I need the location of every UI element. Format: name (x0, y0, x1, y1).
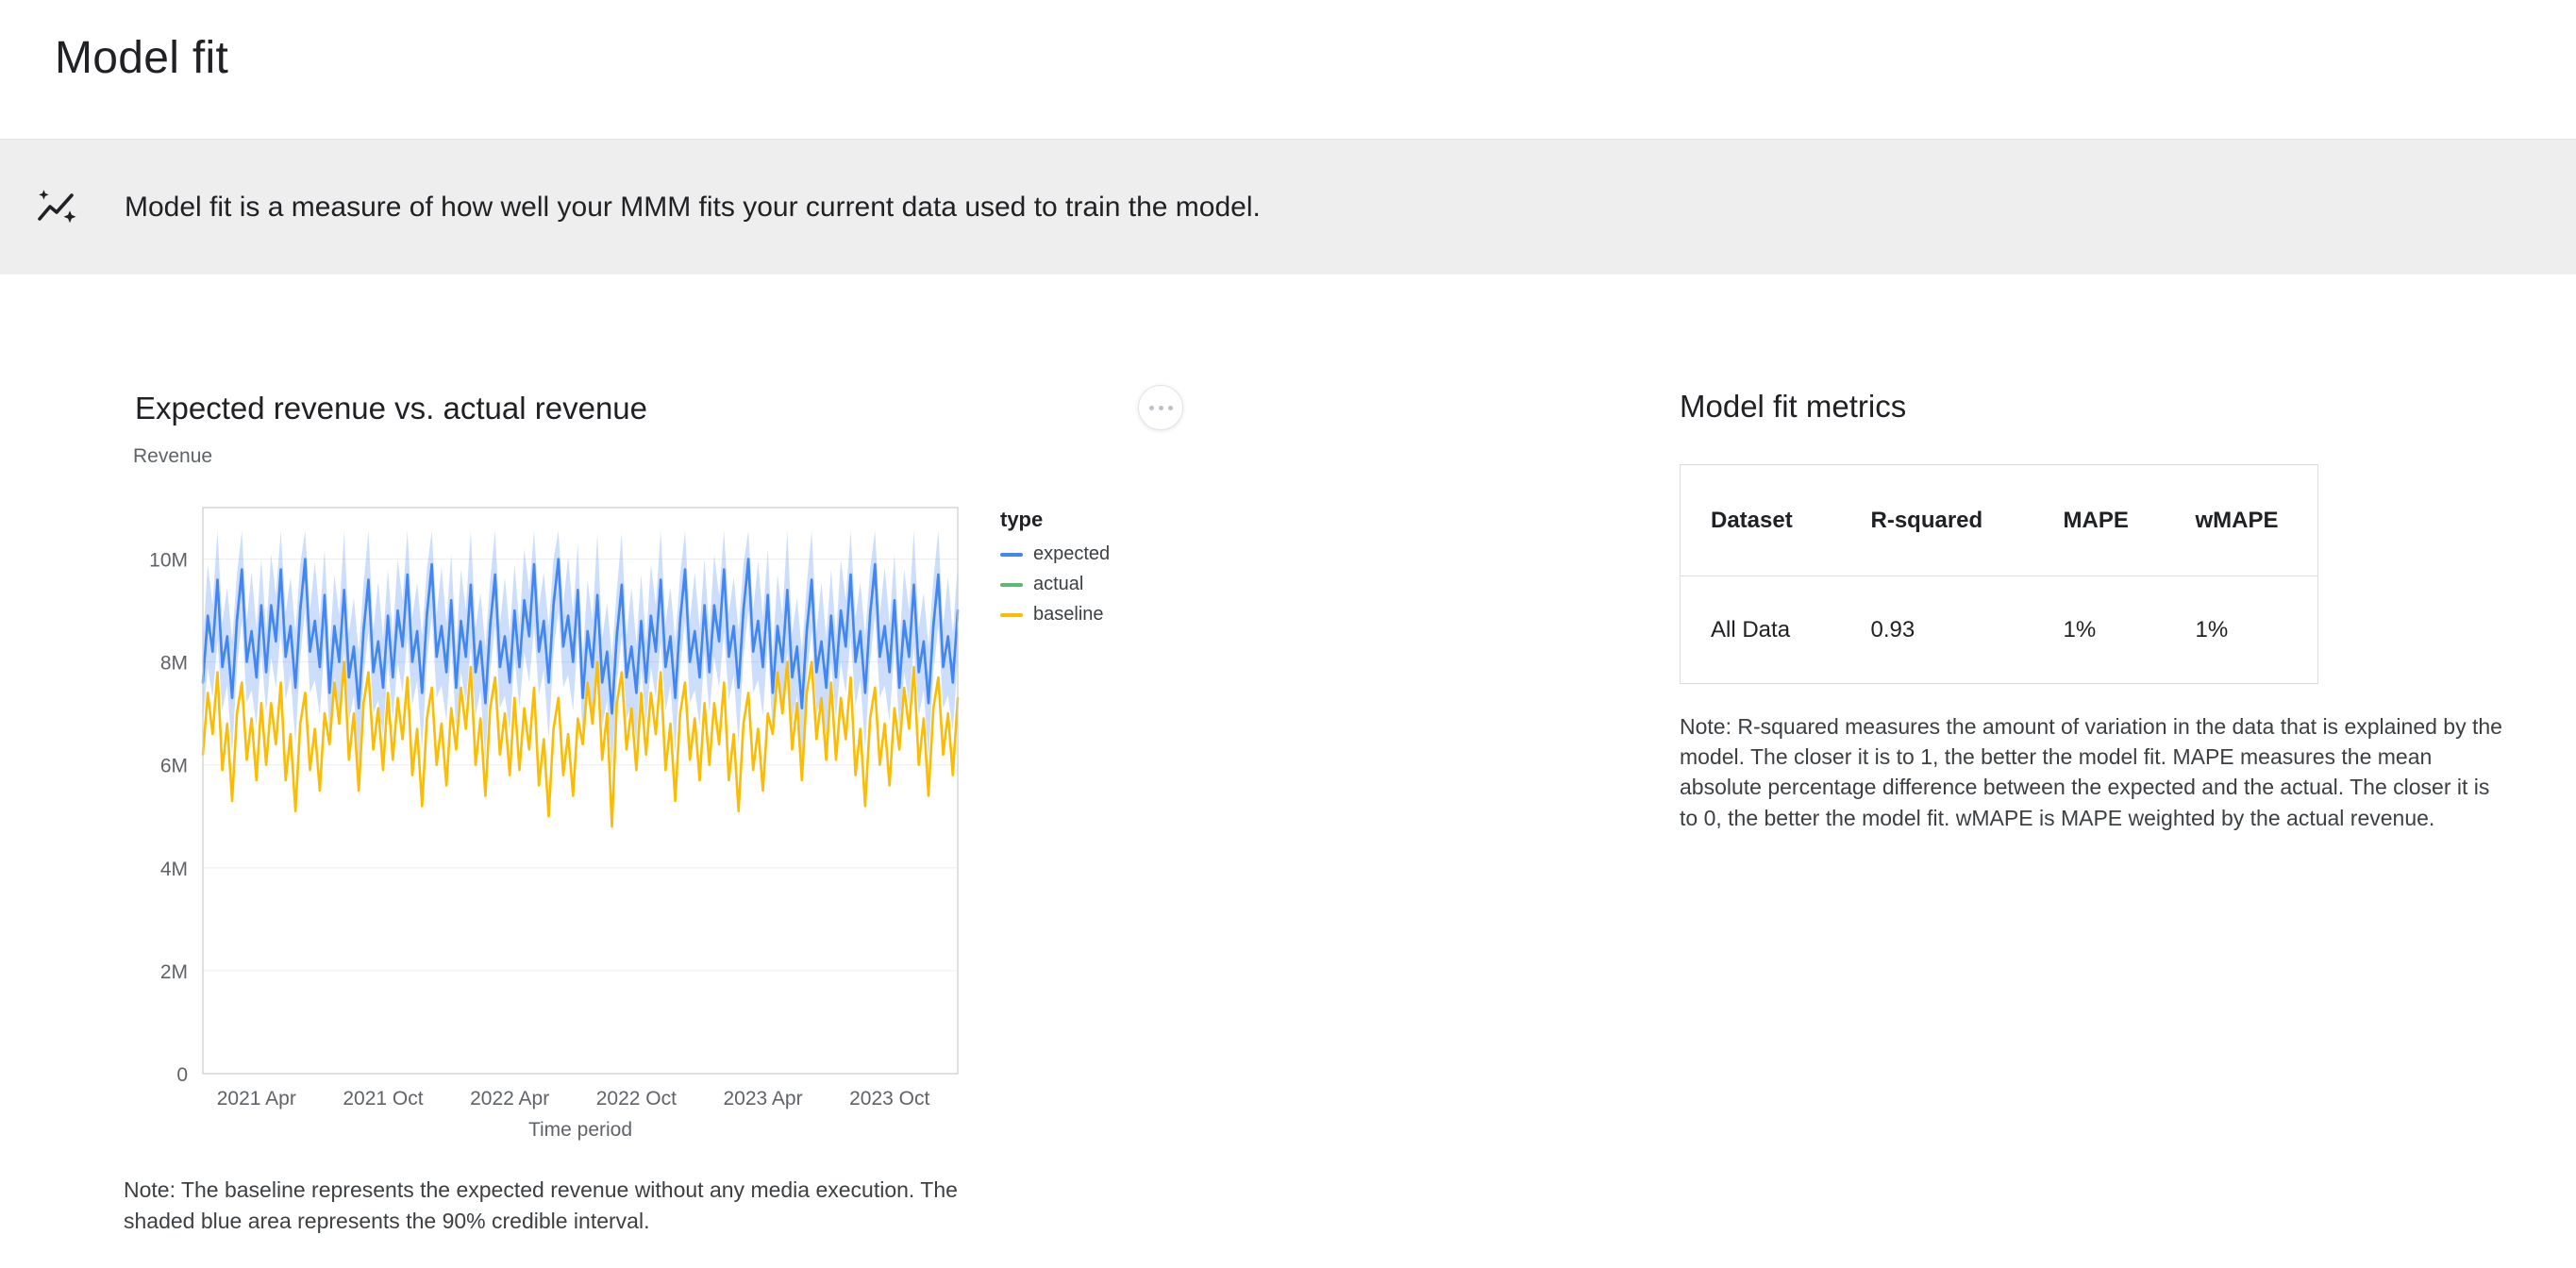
metrics-title: Model fit metrics (1680, 389, 1907, 424)
svg-text:8M: 8M (160, 653, 188, 675)
svg-text:2022 Apr: 2022 Apr (470, 1088, 549, 1110)
chart-note: Note: The baseline represents the expect… (124, 1177, 958, 1233)
svg-text:Time period: Time period (528, 1119, 632, 1141)
legend-item-baseline: baseline (1000, 604, 1246, 626)
table-column-header: wMAPE (2165, 464, 2318, 576)
legend-item-actual: actual (1000, 574, 1246, 595)
chart-legend-items: expected actual baseline (1000, 543, 1246, 626)
legend-item-expected: expected (1000, 543, 1246, 565)
chart-legend: type expected actual baseline (1000, 508, 1246, 634)
page-title: Model fit (55, 33, 229, 83)
y-axis-title: Revenue (133, 445, 213, 467)
svg-text:2M: 2M (160, 961, 188, 983)
svg-text:2023 Oct: 2023 Oct (849, 1088, 929, 1110)
svg-text:2021 Oct: 2021 Oct (343, 1088, 423, 1110)
info-banner: Model fit is a measure of how well your … (0, 139, 2576, 275)
svg-text:2022 Oct: 2022 Oct (596, 1088, 677, 1110)
legend-swatch-actual (1000, 582, 1023, 587)
more-options-icon (1148, 405, 1154, 410)
revenue-chart: 0 2M 4M 6M 8M 10M 2021 Apr 2021 Oct 2022 Apr 2022… (149, 507, 960, 1141)
chart-title: Expected revenue vs. actual revenue (135, 391, 648, 425)
svg-text:2021 Apr: 2021 Apr (217, 1088, 296, 1110)
svg-text:10M: 10M (149, 550, 188, 572)
legend-title: type (1000, 508, 1044, 531)
svg-text:0: 0 (176, 1064, 188, 1086)
table-column-header: Dataset (1680, 464, 1841, 576)
table-cell: 0.93 (1870, 616, 1915, 642)
revenue-chart-card: 0 2M 4M 6M 8M 10M 2021 Apr 2021 Oct 2022 Apr 2022… (132, 498, 1255, 1159)
table-header-row: Dataset R-squared MAPE wMAPE (1680, 464, 2318, 576)
model-fit-metrics-table: Dataset R-squared MAPE wMAPE All Data 0.93 1%… (1680, 464, 2318, 684)
table-column-header: MAPE (2032, 464, 2166, 576)
banner-text: Model fit is a measure of how well your … (125, 191, 1261, 223)
table-row: All Data 0.93 1% 1% (1681, 576, 2318, 684)
legend-label: expected (1033, 543, 1111, 564)
legend-swatch-baseline (1000, 612, 1023, 617)
table-cell: 1% (2195, 616, 2229, 642)
legend-label: baseline (1033, 604, 1104, 625)
table-cell: 1% (2063, 616, 2097, 642)
svg-text:4M: 4M (160, 859, 188, 880)
table-cell: All Data (1711, 616, 1791, 642)
insights-icon (38, 189, 76, 223)
more-options-icon (1158, 405, 1163, 410)
legend-swatch-expected (1000, 552, 1023, 557)
svg-text:6M: 6M (160, 756, 188, 777)
chart-options-button[interactable] (1138, 385, 1183, 430)
metrics-note: Note: R-squared measures the amount of v… (1680, 714, 2502, 830)
legend-label: actual (1033, 574, 1084, 594)
svg-text:2023 Apr: 2023 Apr (724, 1088, 803, 1110)
more-options-icon (1167, 405, 1173, 410)
table-column-header: R-squared (1840, 464, 2033, 576)
